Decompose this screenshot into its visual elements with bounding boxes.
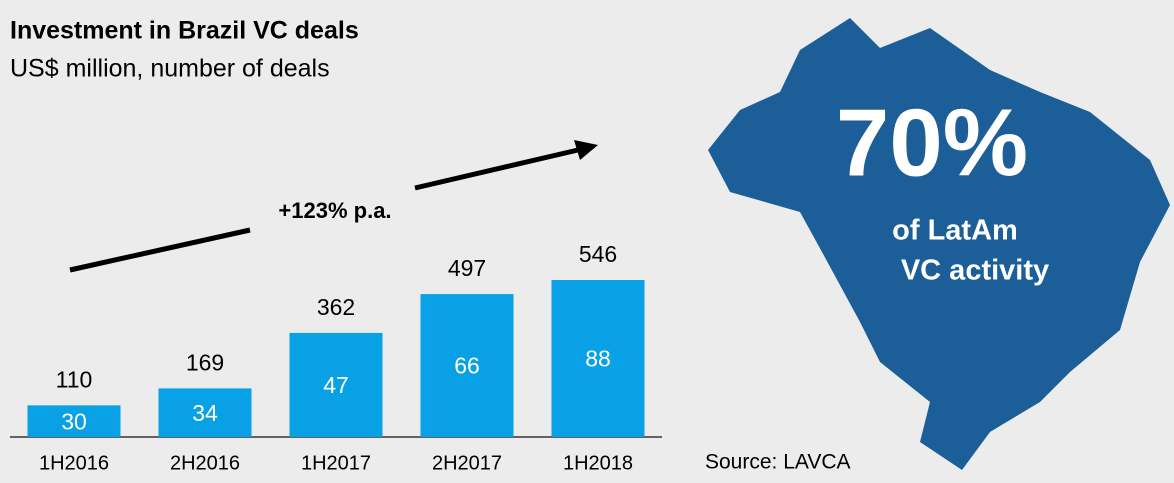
bar [158,388,252,437]
share-value: 70% [836,89,1028,196]
value-label: 497 [448,255,486,281]
bar [551,280,645,437]
bar [27,405,121,437]
x-tick-label: 1H2016 [39,452,109,474]
x-tick-label: 1H2017 [301,452,371,474]
chart-subtitle: US$ million, number of deals [10,55,330,83]
x-tick-label: 1H2018 [563,452,633,474]
deal-label: 34 [192,400,218,426]
bar [420,294,514,437]
growth-annotation: +123% p.a. [278,198,391,223]
chart-title: Investment in Brazil VC deals [10,17,359,45]
arrow-line [414,147,579,191]
bar [289,332,383,437]
source-note: Source: LAVCA [705,451,851,474]
arrow-line [69,227,251,273]
value-label: 362 [317,294,355,320]
arrow-head [574,140,598,160]
x-tick-label: 2H2016 [170,452,240,474]
growth-arrow [69,140,598,273]
value-label: 169 [186,349,224,375]
deal-label: 66 [454,353,480,379]
share-caption: of LatAm [892,215,1018,247]
value-label: 546 [579,241,617,267]
deal-label: 88 [585,346,611,372]
share-caption: VC activity [901,255,1049,287]
brazil-map [708,18,1170,470]
x-tick-label: 2H2017 [432,452,502,474]
deal-label: 47 [323,372,349,398]
deal-label: 30 [61,408,87,434]
value-label: 110 [56,366,93,392]
